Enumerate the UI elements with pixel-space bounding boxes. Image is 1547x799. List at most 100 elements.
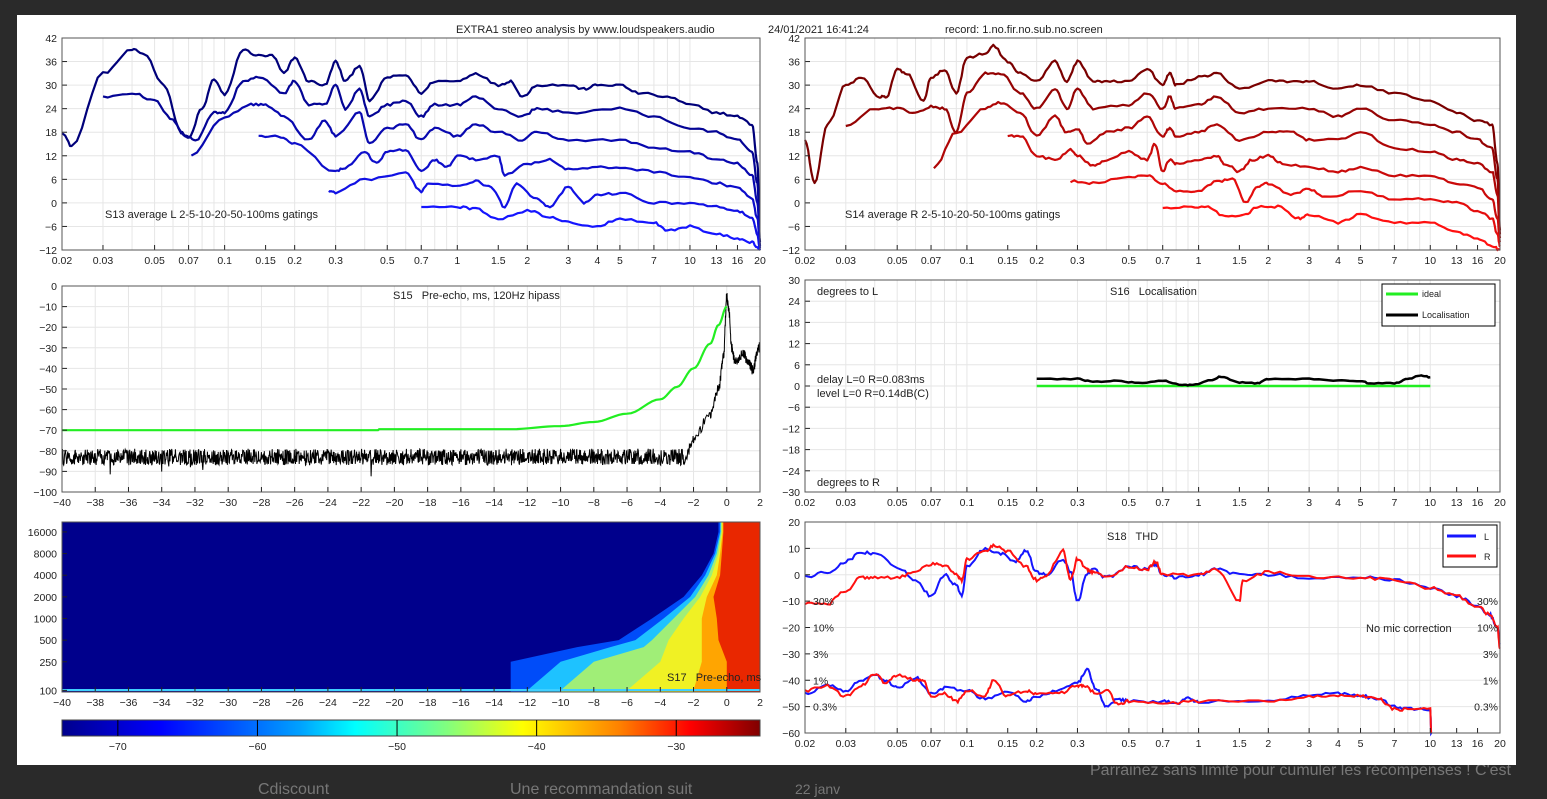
colorbar-tick-label: −50 xyxy=(388,741,406,753)
x-tick-label: 1 xyxy=(454,255,460,267)
y-tick-label: −10 xyxy=(39,302,57,314)
y-tick-label: −30 xyxy=(39,343,57,355)
y-tick-label: 18 xyxy=(45,127,57,139)
x-tick-label: 0.02 xyxy=(795,255,816,267)
series-line-10ms xyxy=(1007,134,1502,243)
y-tick-label: 2000 xyxy=(34,592,58,604)
series-line-localisation xyxy=(1036,374,1431,387)
x-tick-label: 3 xyxy=(1306,255,1312,267)
y-tick-label: −6 xyxy=(788,402,800,414)
x-tick-label: 0.2 xyxy=(1029,738,1044,750)
x-tick-label: 0.07 xyxy=(921,738,942,750)
x-tick-label: 2 xyxy=(757,497,763,509)
x-tick-label: 4 xyxy=(1335,738,1341,750)
x-tick-label: 10 xyxy=(1424,255,1436,267)
x-tick-label: 0.5 xyxy=(1122,497,1137,509)
y-tick-label: −20 xyxy=(782,623,800,635)
y-tick-label: −10 xyxy=(782,596,800,608)
x-tick-label: −18 xyxy=(419,497,437,509)
x-tick-label: −36 xyxy=(120,497,138,509)
x-tick-label: 0.05 xyxy=(887,497,908,509)
x-tick-label: 16 xyxy=(1472,255,1484,267)
plot-frame xyxy=(804,521,1501,734)
x-tick-label: 0.5 xyxy=(1122,255,1137,267)
x-tick-label: 0.05 xyxy=(887,738,908,750)
colorbar-tick-label: −40 xyxy=(528,741,546,753)
y-tick-label: −80 xyxy=(39,446,57,458)
x-tick-label: 13 xyxy=(1451,738,1463,750)
x-tick-label: −6 xyxy=(621,697,633,709)
y-tick-label: 0 xyxy=(794,198,800,210)
y-tick-label: 0 xyxy=(51,281,57,293)
x-tick-label: −18 xyxy=(419,697,437,709)
y-tick-label: 36 xyxy=(788,57,800,69)
x-tick-label: −28 xyxy=(253,697,271,709)
y-tick-label: −30 xyxy=(782,487,800,499)
x-tick-label: −2 xyxy=(688,697,700,709)
y-tick-label: −18 xyxy=(782,445,800,457)
x-tick-label: 0 xyxy=(724,497,730,509)
x-tick-label: −2 xyxy=(688,497,700,509)
y-tick-label: −6 xyxy=(45,221,57,233)
heatmap-contour-level xyxy=(713,522,760,692)
percent-label-left: 10% xyxy=(813,623,834,635)
percent-label-left: 30% xyxy=(813,596,834,608)
y-tick-label: 36 xyxy=(45,57,57,69)
y-tick-label: 18 xyxy=(788,127,800,139)
x-tick-label: 3 xyxy=(1306,738,1312,750)
plot-frame xyxy=(61,521,761,693)
x-tick-label: −24 xyxy=(319,697,337,709)
s16-annotation-delay: delay L=0 R=0.083ms xyxy=(817,374,925,386)
x-tick-label: 20 xyxy=(754,255,766,267)
x-tick-label: −12 xyxy=(518,697,536,709)
x-tick-label: 0.2 xyxy=(1029,497,1044,509)
x-tick-label: −28 xyxy=(253,497,271,509)
plot-area xyxy=(62,38,760,250)
x-tick-label: 0 xyxy=(724,697,730,709)
y-tick-label: −90 xyxy=(39,466,57,478)
x-tick-label: 4 xyxy=(1335,255,1341,267)
x-tick-label: −4 xyxy=(654,497,666,509)
x-tick-label: 0.02 xyxy=(795,738,816,750)
x-tick-label: −40 xyxy=(53,697,71,709)
s16-label-top: degrees to L xyxy=(817,286,878,298)
x-tick-label: 0.1 xyxy=(217,255,232,267)
y-tick-label: 24 xyxy=(45,104,57,116)
x-tick-label: 1.5 xyxy=(491,255,506,267)
y-tick-label: −70 xyxy=(39,425,57,437)
x-tick-label: 0.15 xyxy=(998,497,1019,509)
series-line-10ms xyxy=(258,134,762,249)
y-tick-label: 6 xyxy=(794,360,800,372)
y-tick-label: 12 xyxy=(45,151,57,163)
plot-frame xyxy=(61,285,761,493)
y-tick-label: 0 xyxy=(51,198,57,210)
series-line-R xyxy=(804,542,1501,650)
x-tick-label: −30 xyxy=(219,497,237,509)
s16-annotation-level: level L=0 R=0.14dB(C) xyxy=(817,388,929,400)
x-tick-label: 2 xyxy=(1265,738,1271,750)
x-tick-label: 2 xyxy=(757,697,763,709)
y-tick-label: 6 xyxy=(794,174,800,186)
legend-label-ideal: ideal xyxy=(1422,289,1441,299)
x-tick-label: 0.2 xyxy=(287,255,302,267)
s14-title: S14 average R 2-5-10-20-50-100ms gatings xyxy=(845,209,1061,221)
x-tick-label: −30 xyxy=(219,697,237,709)
y-tick-label: −30 xyxy=(782,649,800,661)
x-tick-label: 1.5 xyxy=(1232,738,1247,750)
x-tick-label: 0.03 xyxy=(93,255,114,267)
x-tick-label: −16 xyxy=(452,697,470,709)
x-tick-label: 0.2 xyxy=(1029,255,1044,267)
x-tick-label: 7 xyxy=(1391,255,1397,267)
s16-legend: ideal Localisation xyxy=(1381,283,1496,327)
figure-title: EXTRA1 stereo analysis by www.loudspeake… xyxy=(456,24,715,36)
x-tick-label: 13 xyxy=(711,255,723,267)
x-tick-label: 10 xyxy=(1424,738,1436,750)
plot-s17: −40 −38 −36 −34 −32 −30 −28 −26 −24 −22 −20 −18 −16−… xyxy=(28,521,763,709)
y-tick-label: −20 xyxy=(39,322,57,334)
y-tick-label: 10 xyxy=(788,543,800,555)
x-tick-label: 1 xyxy=(1196,497,1202,509)
series-line-100ms xyxy=(61,47,762,243)
x-tick-label: 7 xyxy=(1391,738,1397,750)
y-tick-label: 16000 xyxy=(28,527,57,539)
